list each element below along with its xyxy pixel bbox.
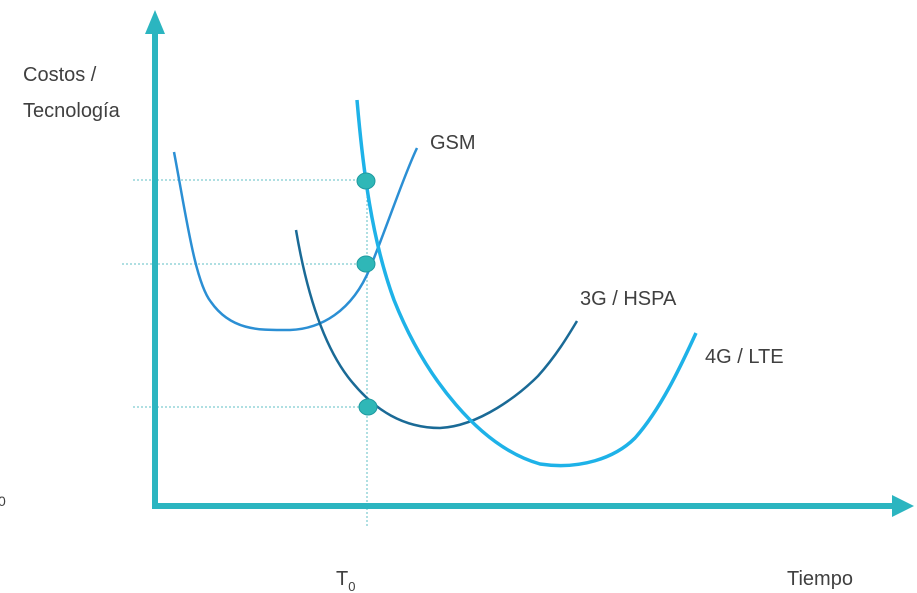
marker-lower [358,398,378,416]
y-axis-arrow [145,10,165,34]
hspa-label: 3G / HSPA [580,288,677,310]
x-axis-arrow [892,495,914,517]
t0-label-subscript: 0 [348,579,355,593]
x-axis-label: Tiempo [787,568,853,590]
axes [145,10,914,517]
lte-label: 4G / LTE [705,346,784,368]
lte-curve [355,99,698,468]
markers [356,172,378,416]
t0-label-main: T [336,568,348,590]
gsm-curve [172,147,419,332]
edge-mark: 0 [0,493,6,509]
guide-lines [122,179,368,528]
gsm-label: GSM [430,132,476,154]
marker-middle [356,255,376,273]
marker-upper [356,172,376,190]
y-axis-label-line1: Costos / [23,64,97,86]
hspa-curve [294,229,579,430]
y-axis-label-line2: Tecnología [23,100,121,122]
t0-label: T0 [336,568,355,593]
